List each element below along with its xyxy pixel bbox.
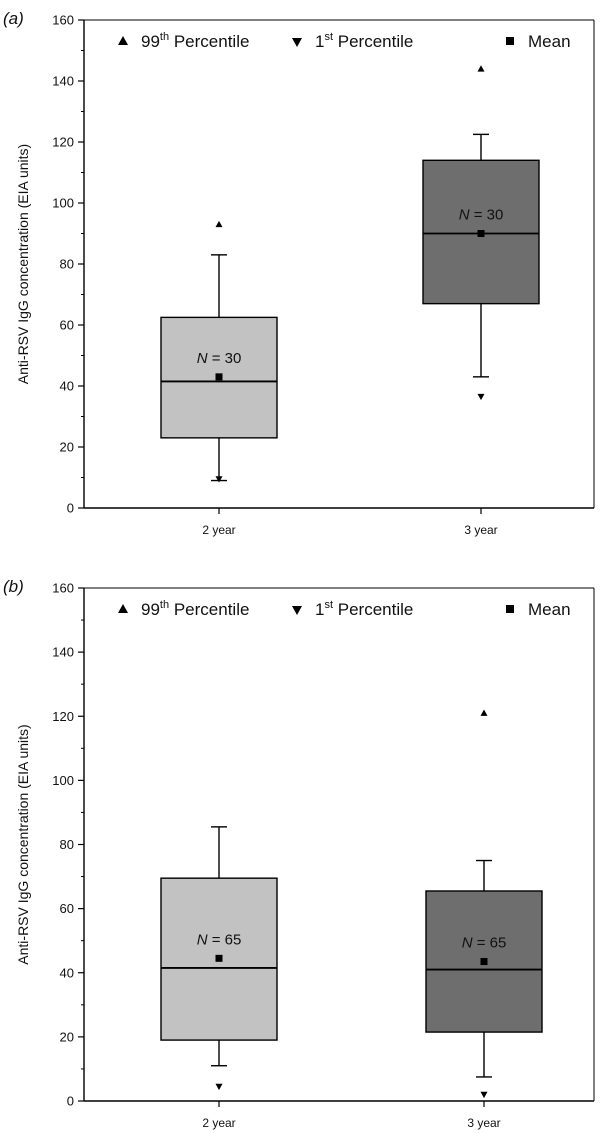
y-tick-label: 40 — [60, 379, 74, 394]
n-label: N = 65 — [462, 935, 507, 952]
legend-label-2: Mean — [528, 600, 571, 619]
y-axis-label: Anti-RSV IgG concentration (EIA units) — [15, 144, 31, 384]
n-label: N = 30 — [197, 350, 242, 367]
panel-label: (a) — [3, 9, 24, 28]
n-label: N = 65 — [197, 931, 242, 948]
legend-label-1: 1st Percentile — [315, 31, 413, 51]
mean-marker — [215, 954, 223, 962]
y-tick-label: 120 — [52, 709, 74, 724]
legend-label-0: 99th Percentile — [141, 599, 249, 619]
p99-marker — [480, 709, 488, 716]
box-2-year: N = 30 — [160, 254, 278, 482]
box-3-year: N = 30 — [422, 133, 540, 378]
y-tick-label: 100 — [52, 773, 74, 788]
legend-marker-99th — [118, 36, 128, 45]
legend-marker-1st — [292, 38, 302, 47]
y-tick-label: 0 — [67, 1094, 74, 1109]
y-tick-label: 160 — [52, 13, 74, 28]
y-tick-label: 160 — [52, 581, 74, 596]
y-tick-label: 100 — [52, 196, 74, 211]
y-tick-label: 140 — [52, 645, 74, 660]
legend-marker-99th — [118, 604, 128, 613]
x-tick-label: 2 year — [202, 523, 235, 537]
y-tick-label: 80 — [60, 257, 74, 272]
y-tick-label: 20 — [60, 440, 74, 455]
p1-marker — [215, 476, 223, 483]
chart-panel-a: 0 20 40 60 80 100 120 140 160 Anti-RSV IgG concen… — [3, 9, 595, 537]
y-tick-label: 40 — [60, 965, 74, 980]
chart-panel-b: 0 20 40 60 80 100 120 140 160 Anti-RSV IgG concen… — [3, 577, 595, 1130]
mean-marker — [477, 230, 485, 237]
legend-marker-mean — [506, 605, 514, 613]
x-tick-label: 3 year — [464, 523, 497, 537]
p1-marker — [477, 393, 485, 401]
y-tick-label: 20 — [60, 1029, 74, 1044]
p99-marker — [215, 220, 223, 228]
p1-marker — [480, 1091, 488, 1099]
p99-marker — [477, 65, 485, 72]
legend-label-1: 1st Percentile — [315, 599, 413, 619]
n-label: N = 30 — [459, 207, 504, 224]
y-tick-label: 140 — [52, 74, 74, 89]
y-tick-label: 60 — [60, 318, 74, 333]
p1-marker — [215, 1083, 223, 1091]
y-tick-label: 0 — [67, 501, 74, 516]
box-3-year: N = 65 — [425, 859, 543, 1078]
legend-marker-1st — [292, 606, 302, 615]
x-tick-label: 2 year — [202, 1116, 235, 1130]
mean-marker — [215, 373, 223, 381]
x-tick-label: 3 year — [467, 1116, 500, 1130]
panel-label: (b) — [3, 577, 24, 596]
legend-label-2: Mean — [528, 32, 571, 51]
box-2-year: N = 65 — [160, 826, 278, 1067]
legend-marker-mean — [506, 37, 514, 45]
legend-label-0: 99th Percentile — [141, 31, 249, 51]
y-tick-label: 80 — [60, 837, 74, 852]
mean-marker — [480, 958, 488, 966]
y-tick-label: 120 — [52, 135, 74, 150]
y-axis-label: Anti-RSV IgG concentration (EIA units) — [15, 724, 31, 964]
y-tick-label: 60 — [60, 901, 74, 916]
